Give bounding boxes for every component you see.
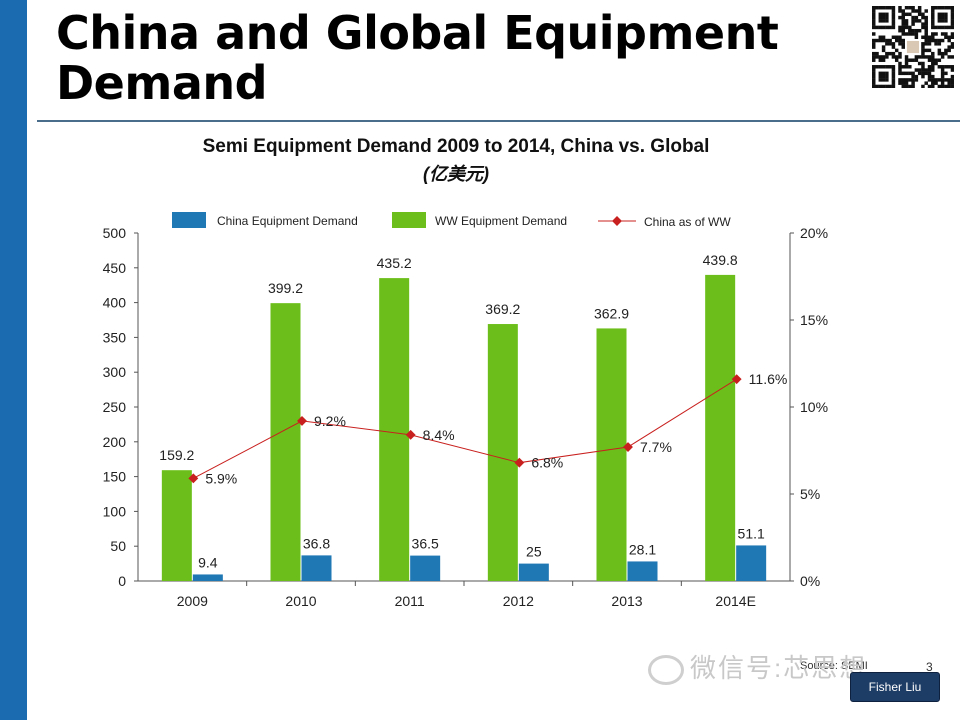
left-tick-label: 500 [103,225,127,241]
ww-demand-bar [705,274,736,581]
ww-demand-bar [161,470,192,581]
left-tick-label: 100 [103,503,127,519]
chart-legend: China Equipment Demand WW Equipment Deman… [172,212,731,229]
china-ratio-label: 8.4% [423,427,455,443]
china-demand-label: 28.1 [629,541,656,557]
watermark-text: 微信号:芯思想 [690,653,868,683]
china-ratio-point [623,442,633,452]
title-divider [37,120,960,122]
china-ratio-point [188,473,199,484]
x-tick-label: 2014E [715,593,755,609]
right-tick-label: 5% [800,486,820,502]
left-tick-label: 250 [103,399,127,415]
ww-demand-label: 399.2 [268,280,303,296]
chart-axes: 0 50 100 150 200 250 300 350 400 450 500 0% 5% 10% 15%… [103,225,828,609]
china-ratio-label: 9.2% [314,413,346,429]
ww-demand-label: 159.2 [159,447,194,463]
china-demand-label: 9.4 [198,554,218,570]
left-tick-label: 300 [103,364,127,380]
x-tick-label: 2009 [177,593,208,609]
china-demand-bar [192,574,223,581]
author-badge: Fisher Liu [850,672,940,702]
china-ratio-label: 11.6% [749,371,788,387]
china-ratio-point [297,415,307,426]
china-ratio-label: 5.9% [205,470,237,486]
legend-china-label: China Equipment Demand [217,214,358,228]
left-tick-label: 350 [103,329,127,345]
ww-demand-label: 439.8 [703,252,738,268]
china-demand-label: 36.5 [412,536,439,552]
qr-code-icon [872,6,954,88]
ww-demand-bar [270,303,301,581]
legend-ww-label: WW Equipment Demand [435,214,567,228]
legend-ratio-marker [612,216,622,226]
left-tick-label: 400 [103,295,127,311]
china-ratio-label: 7.7% [640,439,672,455]
left-tick-label: 450 [103,260,127,276]
china-demand-bar [627,561,658,581]
china-ratio-point [405,429,416,440]
china-demand-bar [410,555,441,581]
legend-china-swatch [172,212,206,228]
left-tick-label: 0 [118,573,126,589]
ww-demand-bar [596,328,627,581]
china-demand-label: 51.1 [738,525,765,541]
china-demand-label: 25 [526,544,542,560]
chart-title: Semi Equipment Demand 2009 to 2014, Chin… [202,136,710,157]
china-demand-bar [301,555,332,581]
china-ratio-line [193,378,737,479]
wechat-watermark: 微信号:芯思想 [648,648,938,688]
ww-demand-label: 369.2 [485,301,520,317]
legend-ratio-label: China as of WW [644,215,731,229]
ww-demand-bar [487,324,518,581]
left-accent-bar [0,0,27,720]
page-number: 3 [926,660,933,674]
china-demand-bar [736,545,767,581]
china-ratio-point [731,374,742,385]
source-note: Source: SEMI [800,660,868,672]
legend-ww-swatch [392,212,426,228]
left-tick-label: 50 [110,538,126,554]
right-tick-label: 15% [800,312,828,328]
china-demand-bar [518,563,549,581]
chart-subtitle: (亿美元) [423,164,489,184]
left-tick-label: 150 [103,469,127,485]
china-ratio-label: 6.8% [531,455,563,471]
page-title: China and Global Equipment Demand [56,6,779,110]
ww-demand-bar [379,278,410,581]
x-tick-label: 2012 [503,593,534,609]
right-tick-label: 0% [800,573,820,589]
right-tick-label: 20% [800,225,828,241]
ww-demand-label: 435.2 [377,255,412,271]
china-ratio-point [514,457,525,468]
wechat-icon [648,655,684,686]
x-tick-label: 2011 [395,593,425,609]
china-demand-label: 36.8 [303,535,330,551]
x-tick-label: 2010 [285,593,316,609]
left-tick-label: 200 [103,434,127,450]
right-tick-label: 10% [800,399,828,415]
ww-demand-label: 362.9 [594,305,629,321]
chart-marks: 159.2 9.4 399.2 36.8 435.2 36.5 369.2 25 362.9 28… [159,252,787,581]
x-tick-label: 2013 [611,593,642,609]
